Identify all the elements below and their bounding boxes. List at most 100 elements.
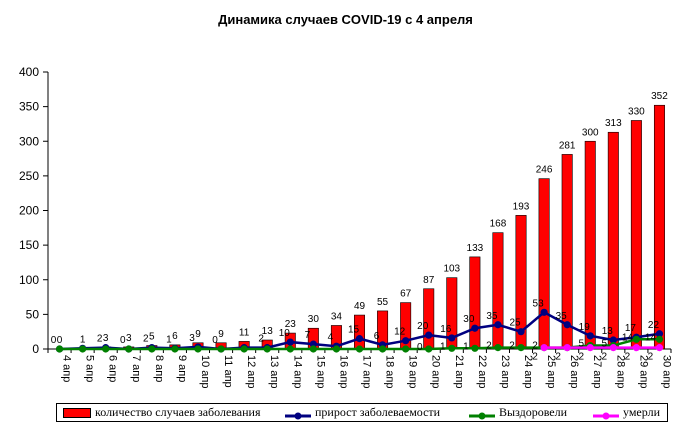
- line-data-label: 2: [532, 341, 538, 352]
- bar-data-label: 49: [354, 301, 366, 312]
- line-data-label: 2: [648, 352, 654, 363]
- bar-data-label: 6: [172, 331, 178, 342]
- x-tick-label: 10 апр: [199, 355, 211, 388]
- y-tick-label: 100: [19, 273, 39, 287]
- line-data-label: 2: [486, 341, 492, 352]
- bar-data-label: 281: [559, 140, 576, 151]
- bar-data-label: 0: [57, 335, 63, 346]
- line-data-label: 10: [279, 328, 291, 339]
- x-tick-label: 22 апр: [476, 355, 488, 388]
- series-point-2: [55, 345, 64, 353]
- x-tick-label: 20 апр: [430, 355, 442, 388]
- line-data-label: 0: [51, 335, 57, 346]
- line-data-label: 13: [602, 326, 614, 337]
- series-point-2: [494, 344, 502, 352]
- x-tick-label: 6 апр: [107, 355, 119, 382]
- line-data-label: 0: [417, 342, 423, 353]
- bar-data-label: 246: [536, 165, 553, 176]
- series-point-2: [402, 345, 410, 353]
- legend-label-increase: прирост заболеваемости: [315, 405, 441, 419]
- series-point-2: [240, 345, 248, 353]
- chart-title: Динамика случаев COVID-19 с 4 апреля: [218, 12, 473, 27]
- legend-key-cases: [63, 407, 91, 418]
- line-data-label: 16: [440, 324, 452, 335]
- legend-key-died: [593, 409, 619, 419]
- line-data-label: 14: [645, 332, 657, 343]
- bar-data-label: 23: [285, 319, 297, 330]
- line-data-label: 4: [328, 332, 334, 343]
- line-data-label: 2: [578, 352, 584, 363]
- bar-data-label: 168: [490, 219, 507, 230]
- line-data-label: 19: [579, 322, 591, 333]
- legend-item-increase: прирост заболеваемости: [285, 404, 440, 421]
- series-point-3: [655, 344, 664, 352]
- line-data-label: 0: [212, 335, 218, 346]
- bar-data-label: 9: [195, 329, 201, 340]
- series-point-1: [494, 321, 502, 329]
- bar-data-label: 133: [467, 243, 484, 254]
- series-point-1: [586, 332, 594, 340]
- x-tick-label: 17 апр: [361, 355, 373, 388]
- series-point-2: [632, 335, 640, 343]
- legend-item-died: умерли: [593, 404, 660, 421]
- series-point-1: [540, 308, 548, 316]
- x-tick-label: 5 апр: [84, 355, 96, 382]
- series-point-2: [125, 345, 133, 353]
- line-data-label: 1: [440, 341, 446, 352]
- bar-data-label: 11: [239, 327, 250, 338]
- legend-item-cases: количество случаев заболевания: [63, 404, 260, 421]
- line-data-label: 15: [348, 325, 360, 336]
- legend-item-recovered: Выздоровели: [469, 404, 567, 421]
- x-tick-label: 29 апр: [637, 355, 649, 388]
- line-data-label: 6: [374, 331, 380, 342]
- y-tick-label: 150: [19, 238, 39, 252]
- bar: [469, 256, 481, 350]
- x-tick-label: 8 апр: [153, 355, 165, 382]
- line-data-label: 53: [533, 298, 545, 309]
- series-point-2: [171, 345, 179, 353]
- line-data-label: 2: [555, 352, 561, 363]
- x-tick-label: 28 апр: [614, 355, 626, 388]
- series-point-2: [102, 345, 110, 353]
- x-tick-label: 26 апр: [568, 355, 580, 388]
- bar: [492, 232, 504, 350]
- series-point-2: [425, 345, 433, 353]
- bar-data-label: 87: [423, 275, 435, 286]
- series-point-1: [655, 330, 664, 338]
- series-point-2: [194, 345, 202, 353]
- x-tick-label: 11 апр: [222, 355, 234, 388]
- series-point-2: [148, 345, 156, 353]
- line-data-label: 22: [648, 320, 660, 331]
- x-tick-label: 18 апр: [384, 355, 396, 388]
- bar-data-label: 3: [126, 333, 132, 344]
- x-tick-label: 30 апр: [660, 355, 672, 388]
- bar-data-label: 55: [377, 297, 389, 308]
- line-data-label: 25: [509, 318, 521, 329]
- bar: [607, 131, 619, 350]
- x-tick-label: 4 апр: [61, 355, 73, 382]
- x-tick-label: 23 апр: [499, 355, 511, 388]
- line-data-label: 14: [622, 332, 634, 343]
- x-tick-label: 14 апр: [291, 355, 303, 388]
- series-point-2: [471, 344, 479, 352]
- series-point-2: [309, 345, 317, 353]
- series-point-2: [355, 345, 364, 353]
- bar-data-label: 5: [149, 332, 155, 343]
- y-tick-label: 0: [32, 342, 39, 356]
- series-point-1: [471, 324, 479, 332]
- x-tick-label: 19 апр: [407, 355, 419, 388]
- series-point-1: [517, 328, 525, 336]
- bar-data-label: 13: [262, 326, 274, 337]
- line-data-label: 35: [486, 311, 498, 322]
- bar: [584, 140, 596, 350]
- line-data-label: 0: [120, 335, 126, 346]
- line-data-label: 17: [625, 323, 637, 334]
- line-data-label: 12: [394, 327, 406, 338]
- y-tick-label: 250: [19, 169, 39, 183]
- line-data-label: 1: [166, 334, 172, 345]
- series-point-1: [355, 335, 364, 343]
- line-data-label: 2: [625, 352, 631, 363]
- series-point-2: [217, 345, 225, 353]
- bar-data-label: 67: [400, 289, 412, 300]
